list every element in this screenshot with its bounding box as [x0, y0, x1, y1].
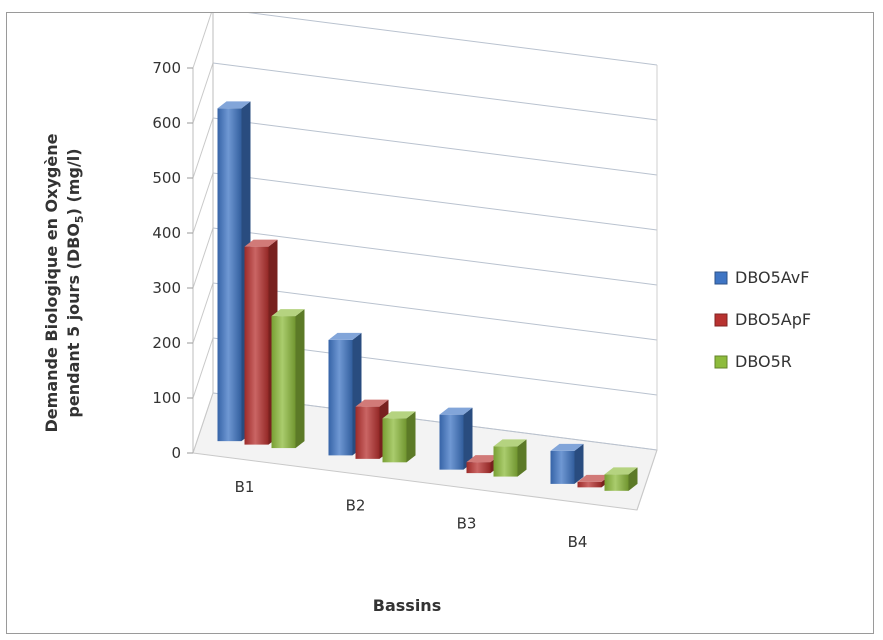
side-gridline-300 [192, 227, 214, 289]
bars [217, 101, 638, 491]
bar-DBO5R-B3 [493, 439, 527, 477]
side-gridline-600 [192, 62, 214, 124]
x-tick-label-B4: B4 [568, 533, 588, 551]
side-gridline-0 [192, 392, 214, 454]
bar-top-face [493, 439, 527, 447]
gridline-300 [212, 227, 658, 286]
bar-side-face [628, 467, 638, 491]
legend-swatch [714, 355, 728, 369]
y-tick-label: 400 [152, 224, 181, 242]
legend-swatch [714, 313, 728, 327]
bar-DBO5R-B2 [382, 411, 416, 463]
side-gridline-100 [192, 337, 214, 399]
x-axis-title: Bassins [373, 596, 441, 615]
side-gridline-500 [192, 117, 214, 179]
bar-DBO5R-B1 [271, 309, 305, 449]
bar-DBO5AvF-B2 [328, 332, 362, 456]
gridlines [192, 13, 658, 511]
bar-top-face [604, 467, 638, 475]
side-gridline-700 [192, 13, 212, 69]
bar-front-face [604, 474, 629, 491]
bar-front-face [493, 446, 518, 477]
legend-item-DBO5AvF: DBO5AvF [714, 268, 809, 287]
bar-DBO5AvF-B3 [439, 407, 473, 470]
legend-item-DBO5R: DBO5R [714, 352, 792, 371]
gridline-200 [212, 282, 658, 341]
legend-label: DBO5R [735, 352, 792, 371]
bar-DBO5ApF-B1 [244, 239, 278, 445]
bar-side-face [574, 443, 584, 484]
gridline-700 [248, 13, 658, 66]
y-tick-label: 700 [152, 59, 181, 77]
floor-right-edge [636, 449, 658, 511]
bar-front-face [550, 450, 575, 484]
legend: DBO5AvF DBO5ApF DBO5R [714, 268, 811, 371]
bar-top-face [382, 411, 416, 419]
bar-top-face [550, 443, 584, 451]
bar-front-face [382, 418, 407, 463]
bar-front-face [328, 339, 353, 456]
y-tick-label: 200 [152, 334, 181, 352]
side-gridline-200 [192, 282, 214, 344]
legend-swatch [714, 271, 728, 285]
y-tick-label: 500 [152, 169, 181, 187]
bar-side-face [463, 407, 473, 470]
legend-label: DBO5ApF [735, 310, 811, 329]
gridline-500 [212, 117, 658, 176]
chart-frame: 0 100 200 300 400 500 600 700 B1 B2 B3 B4 Demande … [6, 12, 874, 634]
bar-top-face [271, 309, 305, 317]
gridline-400 [212, 172, 658, 231]
bar-front-face [217, 108, 242, 442]
bar-DBO5R-B4 [604, 467, 638, 491]
bar-front-face [439, 414, 464, 470]
gridline-600 [212, 62, 658, 121]
legend-label: DBO5AvF [735, 268, 809, 287]
y-axis-title-line2: pendant 5 jours (DBO5) (mg/l) [64, 148, 86, 417]
side-gridline-400 [192, 172, 214, 234]
bar-top-face [217, 101, 251, 109]
bar-top-face [439, 407, 473, 415]
y-tick-label: 600 [152, 114, 181, 132]
bar-front-face [577, 481, 602, 488]
y-tick-label: 100 [152, 389, 181, 407]
bar-side-face [406, 411, 416, 463]
bar-DBO5AvF-B4 [550, 443, 584, 484]
y-axis-title-subscript: 5 [73, 215, 86, 223]
category-labels: B1 B2 B3 B4 [235, 478, 588, 551]
x-tick-label-B2: B2 [346, 496, 366, 514]
bar-top-face [577, 474, 611, 482]
x-tick-label-B3: B3 [457, 515, 477, 533]
y-axis-title: Demande Biologique en Oxygène [42, 133, 61, 432]
bar-front-face [244, 246, 269, 445]
bar-side-face [517, 439, 527, 477]
bar-top-face [328, 332, 362, 340]
bar-front-face [466, 462, 491, 474]
bar-front-face [271, 316, 296, 449]
y-tick-labels: 0 100 200 300 400 500 600 700 [152, 59, 193, 462]
legend-item-DBO5ApF: DBO5ApF [714, 310, 811, 329]
y-tick-label: 300 [152, 279, 181, 297]
y-tick-label: 0 [171, 444, 181, 462]
bar-side-face [295, 309, 305, 449]
bar-chart-3d: 0 100 200 300 400 500 600 700 B1 B2 B3 B4 Demande … [42, 13, 811, 615]
bar-top-face [355, 399, 389, 407]
x-tick-label-B1: B1 [235, 478, 255, 496]
y-axis-title-line2-end: ) (mg/l) [64, 148, 83, 215]
bar-top-face [466, 455, 500, 463]
bar-top-face [244, 239, 278, 247]
bar-front-face [355, 406, 380, 459]
y-axis-title-line2-start: pendant 5 jours (DBO [64, 223, 83, 418]
y-axis-title-line1: Demande Biologique en Oxygène [42, 133, 61, 432]
